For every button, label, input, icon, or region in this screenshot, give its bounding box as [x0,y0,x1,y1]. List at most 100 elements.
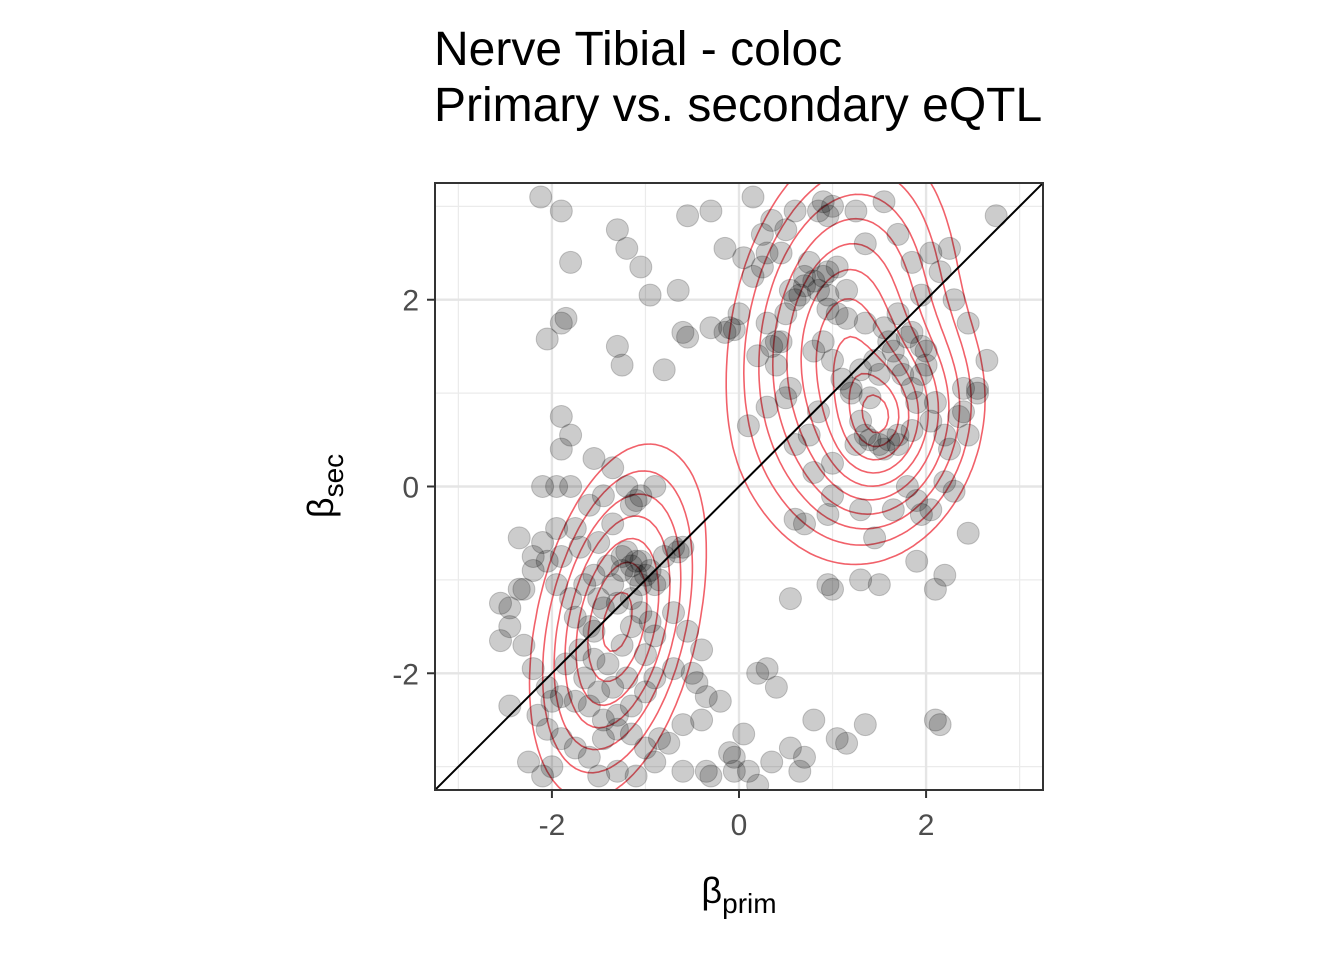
data-point [853,311,877,335]
data-point [736,414,760,438]
data-point [718,316,742,340]
data-point [811,264,835,288]
x-tick-label: 0 [731,809,748,842]
data-point [666,278,690,302]
data-point [713,236,737,260]
data-point [774,302,798,326]
data-point [769,241,793,265]
data-point [498,596,522,620]
data-point [619,615,643,639]
x-axis-label-symbol: β [701,870,722,911]
x-axis-label-subscript: prim [722,888,776,919]
data-point [629,255,653,279]
identity-line [435,183,1043,790]
data-point [933,563,957,587]
data-point [629,484,653,508]
data-point [634,563,657,587]
chart-title: Nerve Tibial - coloc Primary vs. secondar… [434,22,1042,134]
data-point [624,764,648,788]
data-points [489,185,1008,790]
data-point [587,587,611,611]
data-point [881,339,905,363]
data-point [662,601,685,625]
data-point [886,222,910,246]
data-point [877,330,901,354]
data-point [891,362,915,386]
data-point [629,549,653,573]
data-point [638,283,662,307]
data-point [839,376,863,400]
data-point [582,647,606,671]
data-point [545,573,569,597]
data-point [619,587,643,611]
data-point [736,759,760,783]
data-point [909,283,933,307]
data-point [529,185,553,209]
data-point [699,199,723,223]
data-point [601,573,625,597]
data-point [872,190,896,214]
data-point [563,517,587,540]
data-point [643,624,667,648]
density-contour-line [861,394,890,434]
data-point [788,759,812,783]
data-point [942,288,966,312]
data-point [919,409,943,433]
data-point [652,545,676,568]
data-point [900,320,924,344]
data-point [643,475,667,498]
data-point [545,475,569,498]
data-point [722,759,746,783]
data-point [713,320,737,344]
data-point [634,643,657,667]
data-point [676,619,700,643]
data-point [619,493,643,517]
data-point [816,297,840,321]
data-point [764,675,788,699]
x-axis-label: βprim [701,870,776,919]
data-point [956,311,980,335]
data-point [886,433,910,456]
data-point [615,475,639,498]
data-point [615,236,639,260]
data-point [662,657,685,681]
data-point [909,503,933,526]
data-point [793,274,816,298]
data-point [643,573,667,597]
data-point [694,685,718,709]
data-point [521,545,545,568]
data-point [629,601,653,625]
data-point [783,507,807,531]
data-point [914,339,938,363]
data-point [858,386,882,410]
data-point [807,199,830,223]
data-point [699,316,723,340]
data-point [671,535,695,559]
data-point [676,204,700,228]
data-point [521,559,545,582]
data-point [531,764,555,788]
data-point [489,591,512,615]
data-point [596,554,620,578]
data-point [577,694,601,718]
data-point [844,433,868,456]
data-point [984,204,1008,228]
data-point [563,736,587,760]
data-point [750,222,774,246]
data-point [769,330,793,354]
data-point [867,573,891,597]
data-point [549,311,573,335]
data-point [919,498,943,522]
data-point [573,666,597,690]
y-tick-label: 2 [402,285,419,318]
data-point [507,577,531,601]
data-point [741,264,765,288]
data-point [610,545,634,568]
data-point [764,330,788,354]
data-point [956,423,980,447]
data-point [591,484,615,508]
data-point [498,615,522,639]
y-axis-label-symbol: β [300,497,341,518]
data-point [671,713,695,737]
data-point [535,327,559,351]
